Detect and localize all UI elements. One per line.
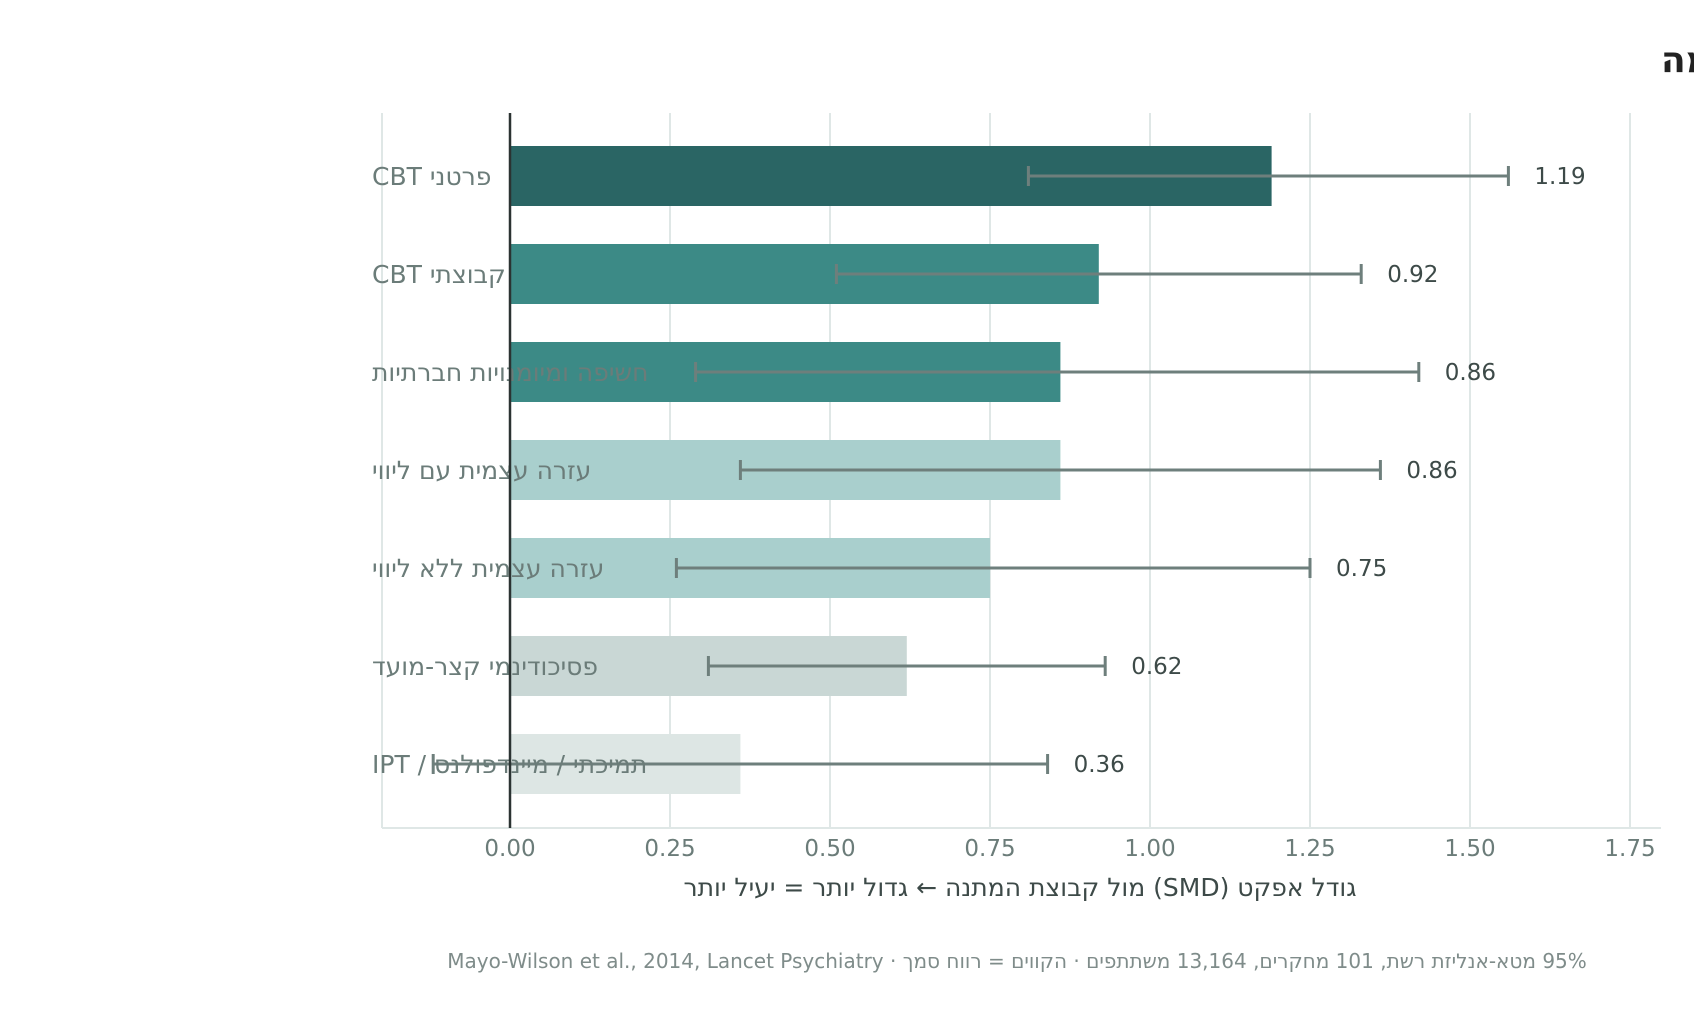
category-label: קבוצתי CBT (372, 260, 506, 289)
category-label: עזרה עצמית עם ליווי (372, 456, 591, 485)
x-tick-label: 0.25 (644, 836, 695, 862)
data-label: 0.92 (1387, 262, 1438, 288)
x-tick-label: 0.50 (804, 836, 855, 862)
category-label: עזרה עצמית ללא ליווי (372, 554, 604, 583)
plot-area: 0.00 0.25 0.50 0.75 1.00 1.25 1.50 1.75 1.19 פרטנ… (372, 113, 1661, 862)
category-label: פרטני CBT (372, 162, 491, 191)
x-tick-label: 1.25 (1284, 836, 1335, 862)
x-tick-label: 1.50 (1444, 836, 1495, 862)
x-axis-label: גודל אפקט (SMD) מול קבוצת המתנה ← גדול י… (683, 873, 1356, 902)
data-label: 0.86 (1445, 360, 1496, 386)
chart-title: טיפולים פסיכולוגיים: מה עובד, ובכמה (1661, 40, 1694, 81)
data-label: 1.19 (1534, 164, 1585, 190)
data-label: 0.36 (1074, 752, 1125, 778)
data-label: 0.62 (1131, 654, 1182, 680)
x-tick-label: 1.00 (1124, 836, 1175, 862)
category-label: פסיכודינמי קצר-מועד (372, 652, 598, 681)
data-label: 0.75 (1336, 556, 1387, 582)
source-note: 95% מטא-אנליזת רשת, 101 מחקרים, 13,164 מ… (447, 949, 1587, 973)
data-label: 0.86 (1406, 458, 1457, 484)
x-tick-label: 0.00 (484, 836, 535, 862)
x-tick-label: 0.75 (964, 836, 1015, 862)
x-tick-label: 1.75 (1604, 836, 1655, 862)
